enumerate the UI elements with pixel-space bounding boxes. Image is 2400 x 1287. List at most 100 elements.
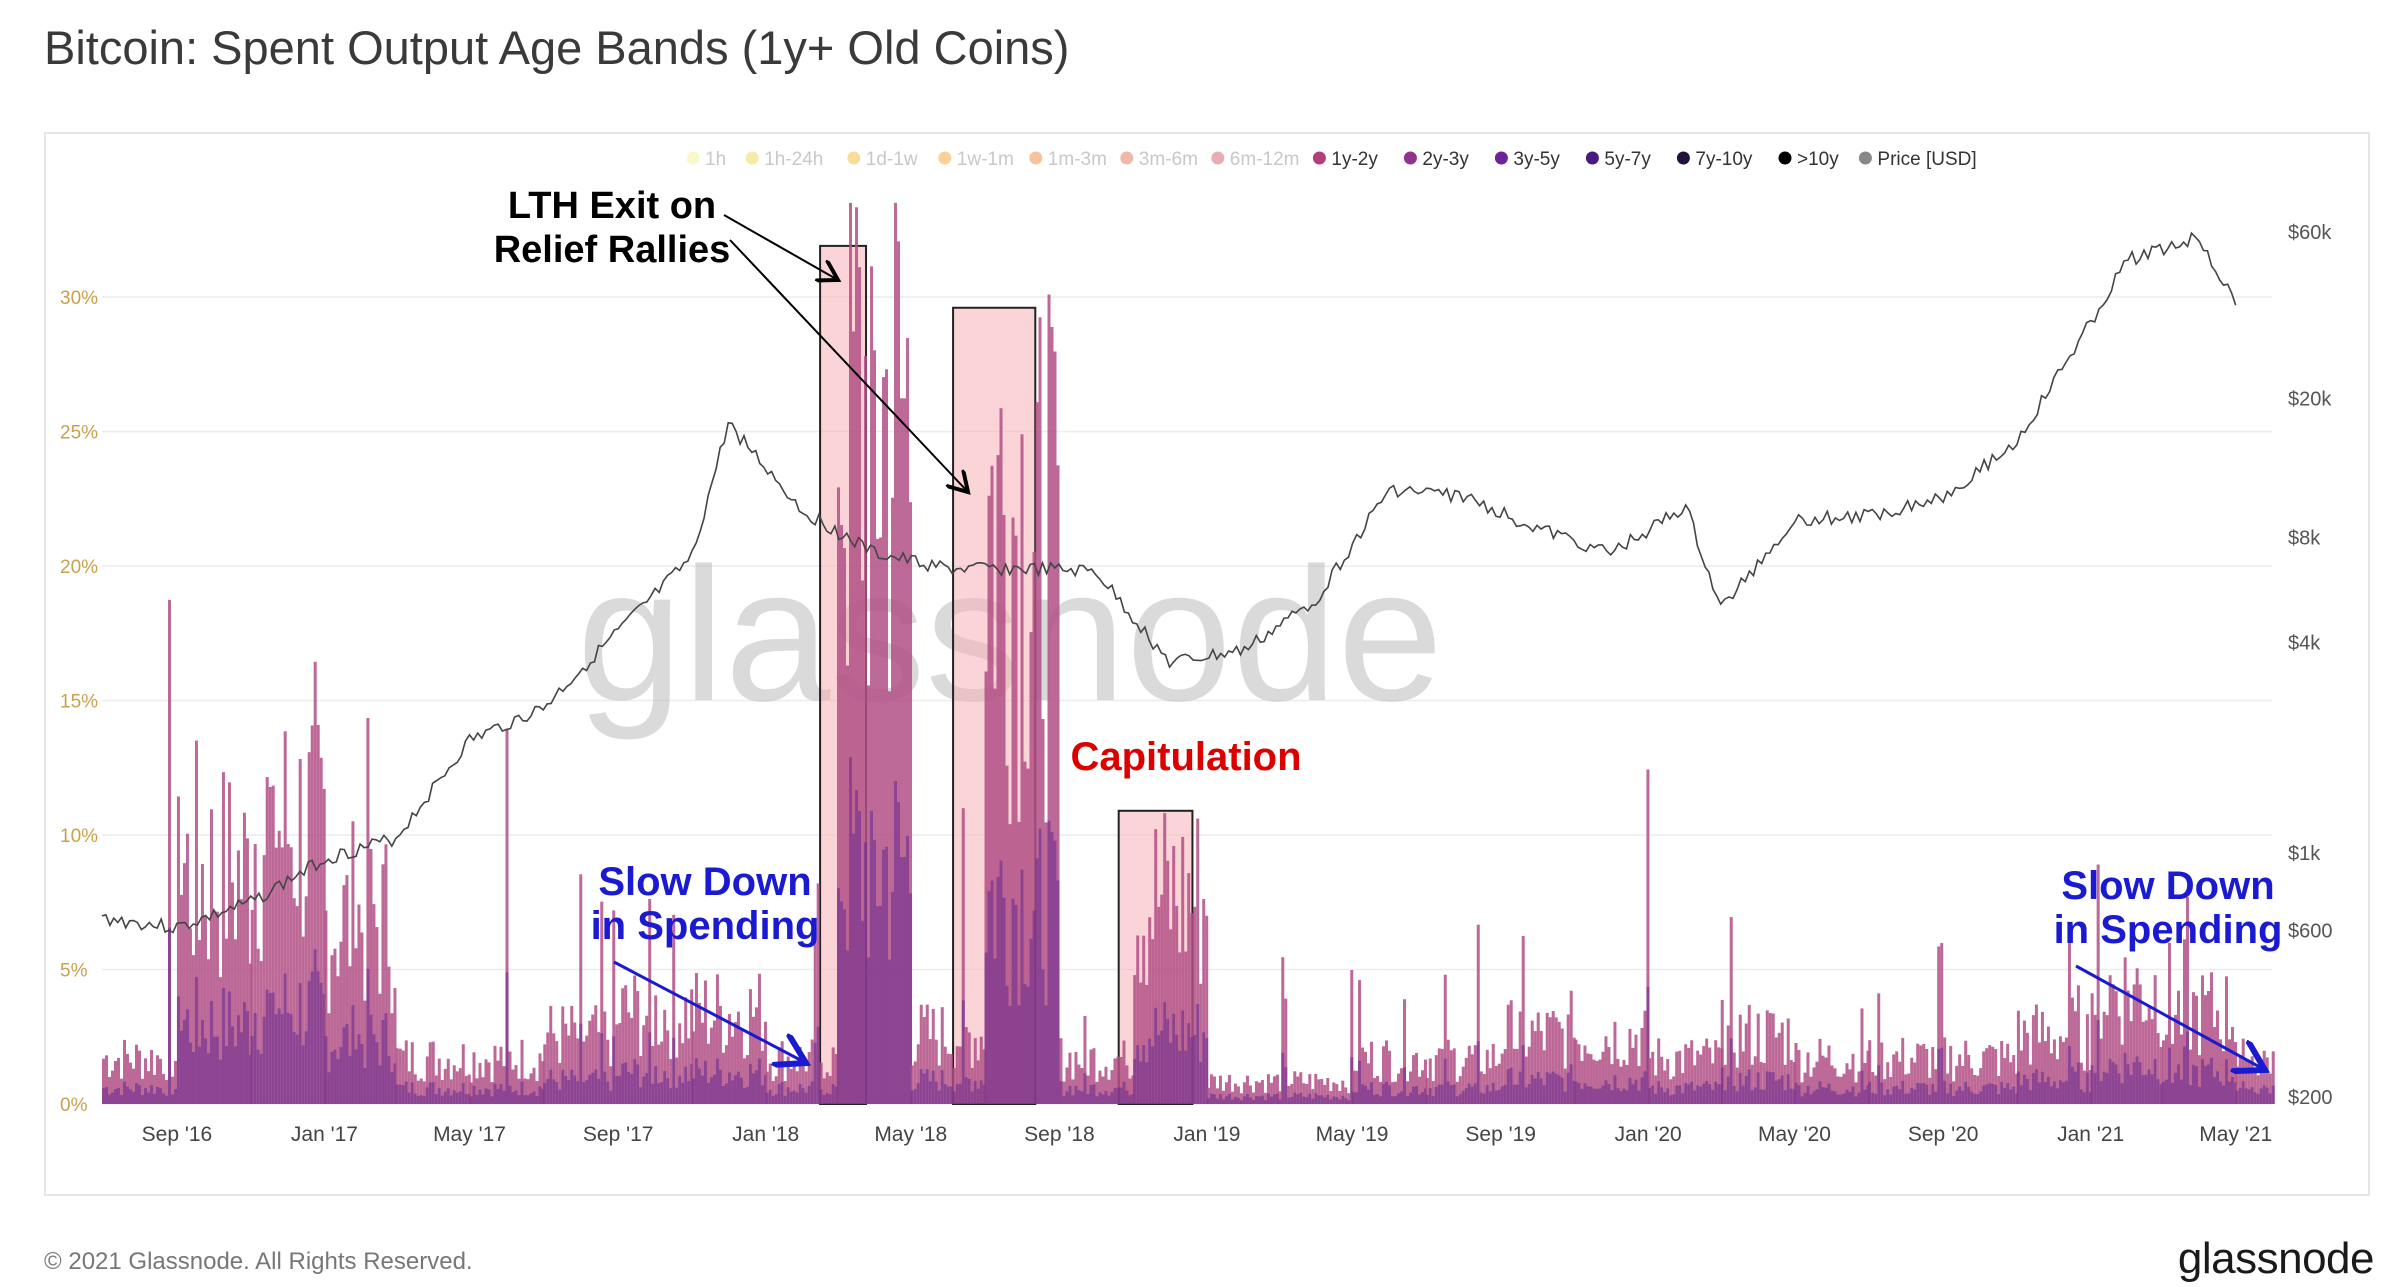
spent-bar-old (2191, 1064, 2195, 1104)
spent-bar-old (1308, 1093, 1312, 1104)
spent-bar-old (1083, 1073, 1087, 1104)
spent-bar-old (1979, 1091, 1983, 1104)
legend-item[interactable]: Price [USD] (1858, 149, 1977, 170)
spent-bar (2025, 1032, 2029, 1104)
legend-marker (1778, 151, 1792, 165)
spent-bar (322, 788, 326, 1104)
spent-bar (660, 1041, 664, 1104)
spent-bar-old (1044, 1005, 1048, 1104)
legend-item[interactable]: >10y (1778, 149, 1840, 170)
spent-bar-old (967, 1078, 971, 1104)
annotation-text: LTH Exit on Relief Rallies (494, 185, 731, 271)
spent-bar (1640, 1027, 1644, 1104)
spent-bar-old (1329, 1099, 1333, 1104)
spent-bar (129, 1062, 132, 1104)
spent-bar-old (1284, 1067, 1288, 1104)
spent-bar-old (1053, 840, 1057, 1104)
spent-bar (1145, 984, 1149, 1104)
spent-bar (1400, 1068, 1404, 1104)
legend-item[interactable]: 1d-1w (847, 149, 918, 170)
spent-bar (721, 1052, 725, 1104)
spent-bar (1765, 1010, 1769, 1104)
legend-item[interactable]: 6m-12m (1211, 149, 1299, 170)
spent-bar-old (1863, 1089, 1867, 1104)
spent-bar (467, 1074, 471, 1104)
spent-bar (1308, 1074, 1312, 1104)
spent-bar-old (443, 1091, 447, 1104)
spent-bar (801, 1058, 805, 1104)
spent-bar-old (1919, 1083, 1923, 1104)
legend-item[interactable]: 2y-3y (1403, 149, 1469, 170)
spent-bar (1925, 1048, 1929, 1104)
spent-bar-old (2230, 1077, 2234, 1104)
spent-bar-old (449, 1095, 453, 1104)
spent-bar (1895, 1051, 1899, 1104)
spent-bar-old (1768, 1072, 1772, 1104)
spent-bar-old (221, 987, 225, 1104)
spent-bar-old (224, 1046, 228, 1104)
legend-item[interactable]: 3m-6m (1120, 149, 1198, 170)
spent-bar-old (1418, 1094, 1422, 1104)
legend-item[interactable]: 1m-3m (1029, 149, 1107, 170)
x-tick: Jan '18 (732, 1123, 799, 1146)
spent-bar-old (245, 1011, 249, 1104)
spent-bar-old (150, 1085, 153, 1104)
spent-bar-old (987, 891, 991, 1104)
legend-item[interactable]: 1y-2y (1312, 149, 1378, 170)
spent-bar-old (873, 840, 877, 1104)
spent-bar (434, 1075, 438, 1104)
spent-bar (1681, 1073, 1685, 1104)
spent-bar (913, 1061, 917, 1104)
spent-bar-old (200, 1019, 204, 1104)
legend-item[interactable]: 3y-5y (1494, 149, 1560, 170)
spent-bar-old (573, 1075, 577, 1104)
legend-item[interactable]: 1h (686, 149, 727, 170)
spent-bar-old (745, 1086, 749, 1104)
annotation-text: Capitulation (1070, 735, 1301, 779)
spent-bar (873, 350, 877, 1104)
spent-bar-old (2138, 1062, 2142, 1104)
spent-bar (242, 812, 246, 1104)
spent-bar-old (1964, 1081, 1968, 1104)
x-tick: May '17 (433, 1123, 506, 1146)
spent-bar-old (760, 1085, 764, 1104)
spent-bar (1937, 946, 1941, 1104)
spent-bar-old (1598, 1088, 1602, 1104)
spent-bar-old (132, 1091, 135, 1104)
legend-item[interactable]: 1w-1m (938, 149, 1014, 170)
spent-bar-old (1717, 1084, 1721, 1104)
legend-marker (1676, 151, 1690, 165)
spent-bar-old (672, 1037, 676, 1104)
spent-bar (2031, 1015, 2035, 1104)
spent-bar-old (1056, 880, 1060, 1104)
legend-item[interactable]: 1h-24h (745, 149, 824, 170)
spent-bar (2176, 990, 2180, 1104)
spent-bar-old (1206, 1098, 1210, 1104)
spent-bar-old (141, 1095, 144, 1104)
spent-bar (690, 989, 694, 1104)
spent-bar (496, 1060, 500, 1104)
annotation-text: Slow Down in Spending (591, 860, 820, 948)
spent-bar-old (398, 1084, 402, 1104)
spent-bar-old (1637, 1090, 1641, 1104)
spent-bar-old (209, 1000, 213, 1104)
spent-bar (1299, 1072, 1303, 1104)
spent-bar-old (606, 1081, 610, 1104)
spent-bar-old (996, 876, 1000, 1104)
spent-bar (256, 948, 260, 1104)
spent-bar (990, 465, 994, 1105)
legend-item[interactable]: 7y-10y (1676, 149, 1753, 170)
spent-bar-old (126, 1086, 129, 1104)
spent-bar-old (1278, 1099, 1282, 1104)
spent-bar (2173, 1014, 2177, 1104)
spent-bar-old (1595, 1088, 1599, 1104)
spent-bar (684, 997, 688, 1104)
legend-item[interactable]: 5y-7y (1585, 149, 1651, 170)
spent-bar-old (1934, 1091, 1938, 1104)
spent-bar-old (1485, 1085, 1489, 1104)
spent-bar (1714, 1040, 1718, 1104)
spent-bar (712, 1020, 716, 1104)
spent-bar (1269, 1082, 1273, 1104)
spent-bar-old (1187, 1023, 1191, 1104)
spent-bar (1263, 1092, 1267, 1104)
